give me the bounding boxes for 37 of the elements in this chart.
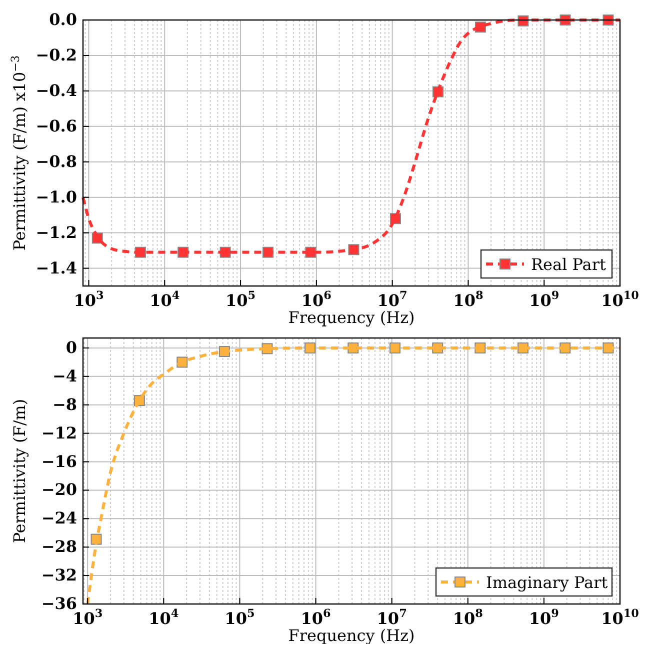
y-tick-label: −32	[41, 566, 77, 585]
y-tick-label: −12	[41, 423, 77, 442]
y-tick-label: −8	[52, 394, 77, 414]
x-tick-label: 10$^{3}$	[74, 288, 104, 310]
legend-label: Real Part	[531, 255, 606, 274]
y-tick-label: −4	[52, 366, 77, 386]
x-tick-label: 10$^{7}$	[376, 606, 407, 628]
y-tick-label: 0.0	[49, 10, 77, 29]
y-tick-label: −20	[41, 480, 77, 500]
y-axis-title: Permittivity (F/m)	[10, 398, 29, 544]
y-tick-label: −0.6	[36, 116, 77, 136]
x-tick-label: 10$^{10}$	[601, 288, 640, 310]
y-tick-label: −1.2	[36, 222, 77, 242]
x-tick-label: 10$^{4}$	[148, 606, 179, 628]
y-tick-label: −24	[41, 508, 77, 528]
legend-label: Imaginary Part	[486, 573, 608, 592]
y-tick-label: −28	[41, 537, 77, 556]
x-axis-title: Frequency (Hz)	[288, 308, 415, 327]
y-tick-label: −16	[41, 452, 77, 471]
y-tick-label: −1.4	[36, 258, 77, 278]
y-tick-label: −0.4	[36, 80, 77, 100]
y-tick-label: 0	[66, 338, 77, 357]
x-tick-label: 10$^{5}$	[224, 606, 255, 628]
x-tick-label: 10$^{9}$	[528, 606, 560, 628]
y-tick-label: −1.0	[36, 187, 77, 206]
x-tick-label: 10$^{5}$	[226, 288, 256, 310]
x-tick-label: 10$^{4}$	[150, 288, 180, 310]
y-tick-label: −0.2	[36, 45, 77, 64]
x-tick-label: 10$^{6}$	[301, 288, 332, 310]
y-tick-label: −36	[41, 594, 77, 613]
y-tick-label: −0.8	[36, 152, 77, 171]
x-tick-label: 10$^{8}$	[452, 606, 484, 628]
x-tick-label: 10$^{6}$	[300, 606, 332, 628]
x-tick-label: 10$^{10}$	[601, 606, 640, 628]
x-tick-label: 10$^{8}$	[453, 288, 484, 310]
x-tick-label: 10$^{7}$	[377, 288, 408, 310]
x-tick-label: 10$^{9}$	[529, 288, 560, 310]
